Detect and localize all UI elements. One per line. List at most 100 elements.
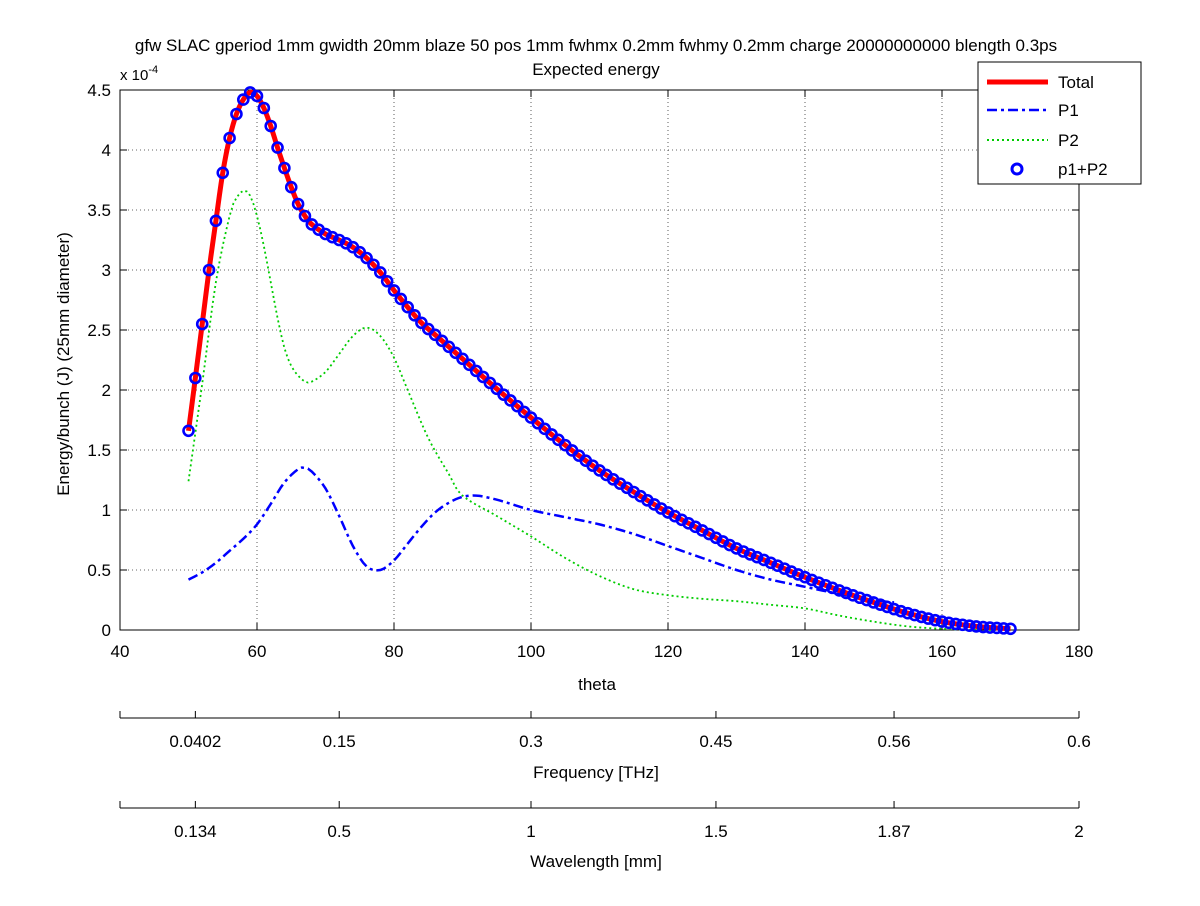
p1p2-marker xyxy=(216,166,230,180)
extra-axis-tick-label: 2 xyxy=(1074,822,1083,841)
y-tick-label: 3 xyxy=(102,261,111,280)
p1p2-marker xyxy=(456,352,469,366)
chart-subtitle: Expected energy xyxy=(532,60,660,79)
p1p2-marker xyxy=(928,613,942,627)
y-axis-label: Energy/bunch (J) (25mm diameter) xyxy=(54,232,73,496)
total-curve xyxy=(186,89,1013,632)
y-tick-label: 1 xyxy=(102,501,111,520)
p1p2-marker xyxy=(237,93,250,106)
extra-axis-tick-label: 1.5 xyxy=(704,822,728,841)
extra-axis-tick-label: 1.87 xyxy=(878,822,911,841)
p1p2-marker xyxy=(284,180,298,194)
series-p1p2-markers xyxy=(182,86,1017,636)
p1p2-marker xyxy=(949,617,963,631)
p1p2-marker xyxy=(401,300,415,314)
p1p2-marker xyxy=(867,596,880,609)
x-tick-label: 120 xyxy=(654,642,682,661)
p1p2-marker xyxy=(832,584,846,597)
p1p2-marker xyxy=(373,266,387,279)
p1p2-marker xyxy=(332,233,346,247)
p1p2-marker xyxy=(901,606,915,620)
p1p2-marker xyxy=(723,538,736,552)
p1p2-marker xyxy=(764,556,778,570)
p1p2-marker xyxy=(326,230,339,244)
p1p2-marker xyxy=(915,610,928,624)
legend-p1p2-marker xyxy=(1010,162,1024,176)
y-multiplier-exponent: -4 xyxy=(148,64,158,76)
legend-total-label: Total xyxy=(1058,73,1094,92)
x-axis-label: theta xyxy=(578,675,616,694)
p1p2-marker xyxy=(798,570,812,584)
p1p2-marker xyxy=(367,258,380,272)
p1p2-marker xyxy=(257,101,271,115)
p1p2-marker xyxy=(278,161,291,175)
plot-area xyxy=(120,90,1079,630)
series-p1-line xyxy=(187,466,895,604)
p1p2-marker xyxy=(963,619,976,632)
p1p2-marker xyxy=(264,119,278,133)
extra-axis-tick-label: 0.3 xyxy=(519,732,543,751)
p1p2-marker xyxy=(853,591,867,605)
p1p2-marker xyxy=(230,107,243,121)
extra-axis-tick-label: 0.15 xyxy=(323,732,356,751)
y-tick-label: 2 xyxy=(102,381,111,400)
p1p2-marker xyxy=(887,602,901,616)
p1p2-marker xyxy=(791,568,805,581)
p1p2-marker xyxy=(189,371,202,385)
p1p2-marker xyxy=(983,621,997,634)
p1p2-marker xyxy=(942,616,956,630)
legend-p1p2-label: p1+P2 xyxy=(1058,160,1108,179)
p1p2-marker xyxy=(874,598,887,611)
p1p2-marker xyxy=(387,284,401,297)
y-tick-label: 0.5 xyxy=(87,561,111,580)
series-total-line xyxy=(186,89,1013,632)
x-tick-label: 80 xyxy=(385,642,404,661)
p1p2-marker xyxy=(839,586,853,600)
p1p2-marker xyxy=(976,620,990,634)
p1p2-marker xyxy=(894,604,908,618)
y-axis-ticks: 0 0.5 1 1.5 2 2.5 3 3.5 4 4.5 xyxy=(87,81,1079,640)
y-multiplier-base: x 10 xyxy=(120,67,148,84)
y-tick-label: 2.5 xyxy=(87,321,111,340)
x-tick-label: 180 xyxy=(1065,642,1093,661)
x-tick-label: 100 xyxy=(517,642,545,661)
p1p2-marker xyxy=(908,608,921,622)
wavelength-axis-label: Wavelength [mm] xyxy=(530,852,662,871)
x-tick-label: 40 xyxy=(111,642,130,661)
p1p2-marker xyxy=(394,292,408,306)
y-tick-label: 4.5 xyxy=(87,81,111,100)
legend: Total P1 P2 p1+P2 xyxy=(977,61,1142,185)
p1p2-marker xyxy=(291,197,305,211)
p1p2-marker xyxy=(730,542,743,555)
p1p2-marker xyxy=(935,615,949,628)
p1p2-marker xyxy=(195,317,209,331)
frequency-axis: 0.0402 0.15 0.3 0.45 0.56 0.6 xyxy=(119,711,1091,751)
extra-axis-tick-label: 0.6 xyxy=(1067,732,1091,751)
p1p2-marker xyxy=(784,565,798,578)
extra-axis-tick-label: 1 xyxy=(526,822,535,841)
p1p2-marker xyxy=(990,621,1004,635)
x-tick-label: 140 xyxy=(791,642,819,661)
p1p2-marker xyxy=(757,553,771,567)
p1p2-marker xyxy=(880,600,894,614)
extra-axis-tick-label: 0.5 xyxy=(327,822,351,841)
y-tick-label: 0 xyxy=(102,621,111,640)
p1p2-marker xyxy=(860,593,873,607)
p1p2-marker xyxy=(921,612,935,625)
plot-border xyxy=(119,89,1080,631)
p1p2-marker xyxy=(956,618,969,632)
p1p2-marker xyxy=(969,620,983,633)
p1p2-marker xyxy=(743,548,757,561)
p1-curve xyxy=(187,466,895,604)
p1p2-marker xyxy=(846,589,860,602)
p1p2-marker xyxy=(209,214,223,228)
p1p2-marker xyxy=(463,358,476,372)
p1p2-marker xyxy=(826,581,839,595)
p1p2-marker xyxy=(750,550,764,564)
p1p2-marker xyxy=(415,316,428,330)
legend-p2-label: P2 xyxy=(1058,131,1079,150)
p1p2-marker xyxy=(271,141,284,154)
frequency-axis-label: Frequency [THz] xyxy=(533,763,659,782)
wavelength-axis: 0.134 0.5 1 1.5 1.87 2 xyxy=(119,801,1084,841)
